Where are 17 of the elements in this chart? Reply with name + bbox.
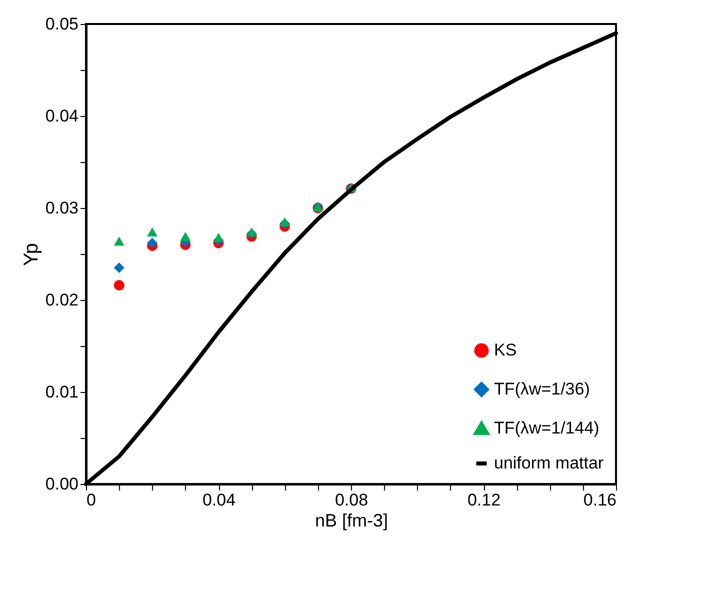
x-tick-label: 0.04: [202, 490, 236, 510]
y-tick-label: 0.03: [45, 198, 78, 218]
x-tick-label: 0.16: [583, 490, 616, 510]
y-tick-label: 0.04: [45, 106, 78, 126]
x-tick-label: 0.08: [334, 490, 368, 510]
y-tick-label: 0.02: [45, 290, 78, 310]
legend-label: TF(λw=1/36): [494, 380, 590, 398]
legend-label: TF(λw=1/144): [494, 418, 600, 438]
y-tick-label: 0.01: [45, 382, 78, 402]
y-tick-label: 0.05: [45, 14, 78, 34]
legend-label: uniform mattar: [494, 454, 604, 472]
legend-label: KS: [494, 340, 517, 360]
x-tick-label: 0.12: [467, 490, 501, 510]
x-axis-title: nB [fm-3]: [314, 510, 388, 530]
x-tick-label: 0: [86, 490, 96, 510]
y-tick-label: 0.00: [45, 474, 78, 494]
y-axis-title: Yp: [20, 243, 42, 266]
